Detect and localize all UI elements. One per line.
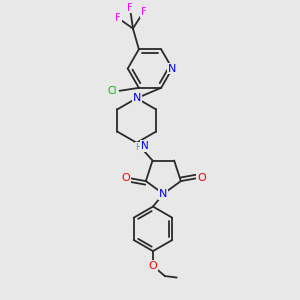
Text: Cl: Cl [108, 86, 117, 96]
Text: N: N [168, 64, 176, 74]
Text: O: O [148, 261, 157, 271]
Text: N: N [141, 141, 148, 151]
Text: F: F [140, 7, 146, 17]
Text: F: F [127, 3, 133, 13]
Text: H: H [135, 143, 142, 152]
Text: O: O [121, 173, 130, 183]
Text: N: N [159, 189, 167, 199]
Text: F: F [115, 13, 121, 23]
Text: O: O [197, 173, 206, 183]
Text: N: N [133, 93, 141, 103]
